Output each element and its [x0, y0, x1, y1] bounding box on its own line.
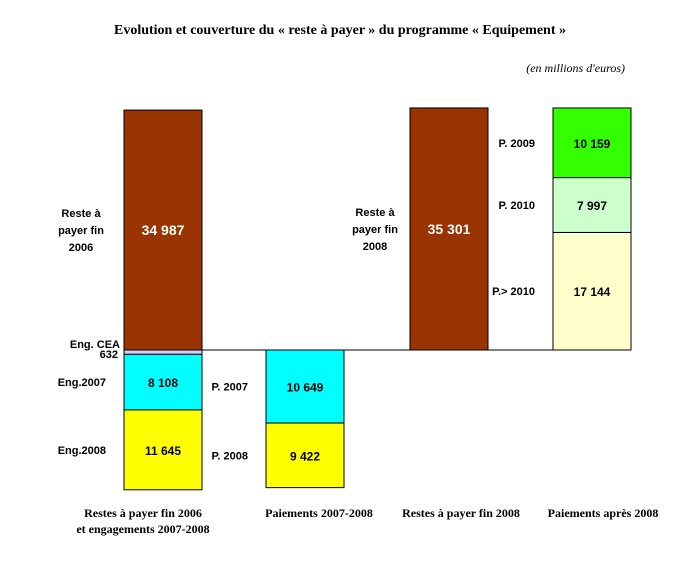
unit-note: (en millions d'euros) — [526, 61, 625, 75]
bar-segment — [123, 349, 203, 355]
side-label: Eng.2007 — [58, 377, 106, 389]
label-group: 34 987 Reste à payer fin 2006 Eng. CEA 632 8 1… — [58, 137, 659, 536]
side-label-line: P. 2007 — [211, 382, 248, 394]
side-label-line: P. 2008 — [211, 450, 248, 462]
side-label-line: payer fin — [352, 224, 398, 236]
bar-segment — [552, 177, 632, 233]
side-label: Reste à payer fin 2008 — [352, 207, 398, 253]
side-label: P. 2007 — [211, 382, 248, 394]
category-label-line: Restes à payer fin 2008 — [402, 506, 520, 520]
side-label-line: P. 2010 — [498, 200, 535, 212]
category-label: Restes à payer fin 2008 — [402, 506, 520, 520]
side-label-line: 2008 — [363, 241, 387, 253]
side-label-line: Eng.2007 — [58, 377, 106, 389]
category-label-line: Restes à payer fin 2006 — [84, 506, 202, 520]
data-label: 34 987 — [142, 222, 185, 238]
data-label: 11 645 — [145, 444, 181, 458]
bar-segment — [409, 107, 489, 351]
side-label-line: Eng. CEA — [70, 339, 120, 351]
side-label: Eng.2008 — [58, 445, 106, 457]
bar-segment — [123, 409, 203, 491]
category-label: Restes à payer fin 2006 et engagements 20… — [76, 506, 209, 536]
column-4 — [552, 107, 632, 351]
bar-segment — [552, 107, 632, 179]
side-label: P. 2009 — [498, 138, 535, 150]
category-label-line: Paiements 2007-2008 — [265, 506, 373, 520]
data-label: 35 301 — [428, 221, 471, 237]
data-label: 8 108 — [148, 376, 178, 390]
side-label-line: 632 — [100, 349, 118, 361]
column-1 — [123, 109, 203, 491]
data-label: 10 159 — [574, 137, 611, 151]
side-label: P.> 2010 — [492, 286, 535, 298]
side-label-line: P.> 2010 — [492, 286, 535, 298]
data-label: 7 997 — [577, 199, 607, 213]
category-label: Paiements 2007-2008 — [265, 506, 373, 520]
side-label-line: 2006 — [69, 242, 93, 254]
side-label-line: payer fin — [58, 225, 104, 237]
side-label-line: Eng.2008 — [58, 445, 106, 457]
chart-title: Evolution et couverture du « reste à pay… — [114, 23, 566, 38]
side-label-line: Reste à — [355, 207, 395, 219]
bar-segment — [265, 349, 345, 424]
column-2 — [265, 349, 345, 489]
side-label: P. 2008 — [211, 450, 248, 462]
column-3 — [409, 107, 489, 351]
side-label: P. 2010 — [498, 200, 535, 212]
category-label: Paiements après 2008 — [548, 506, 659, 520]
bar-segment — [265, 422, 345, 489]
side-label: Eng. CEA 632 — [70, 339, 120, 361]
category-label-line: Paiements après 2008 — [548, 506, 659, 520]
bar-segment — [123, 353, 203, 411]
side-label: Reste à payer fin 2006 — [58, 208, 104, 254]
side-label-line: Reste à — [61, 208, 101, 220]
data-label: 9 422 — [290, 449, 320, 463]
bar-segment — [123, 109, 203, 351]
category-label-line: et engagements 2007-2008 — [76, 522, 209, 536]
data-label: 17 144 — [574, 285, 611, 299]
side-label-line: P. 2009 — [498, 138, 535, 150]
data-label: 10 649 — [287, 381, 324, 395]
bar-group — [123, 107, 632, 491]
